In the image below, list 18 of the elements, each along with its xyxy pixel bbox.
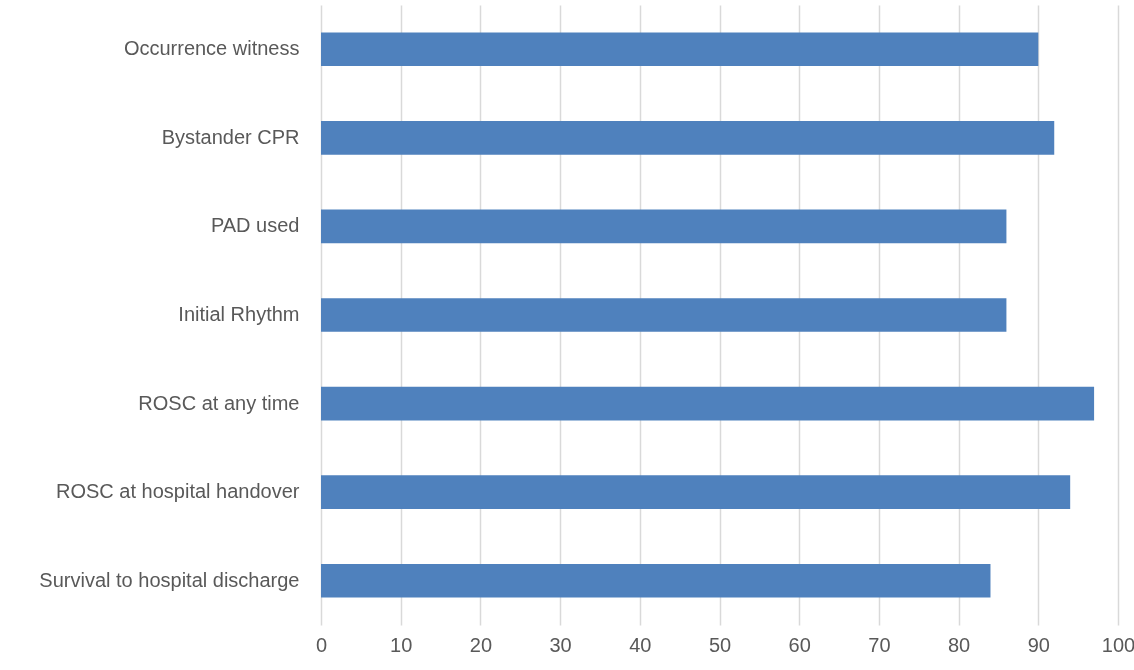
x-tick-label: 10 <box>390 633 413 656</box>
y-tick-label: Initial Rhythm <box>178 303 300 325</box>
x-tick-label: 80 <box>947 633 971 656</box>
y-tick-label: ROSC at any time <box>138 391 300 414</box>
y-tick-label: PAD used <box>210 214 300 237</box>
x-tick-label: 90 <box>1027 633 1050 656</box>
x-tick-label: 50 <box>708 633 732 656</box>
x-tick-label: 0 <box>315 633 328 656</box>
y-tick-label: ROSC at hospital handover <box>56 480 300 503</box>
y-tick-label: Bystander CPR <box>161 125 300 148</box>
y-tick-label: Occurrence witness <box>123 37 300 60</box>
x-tick-label: 20 <box>469 633 493 656</box>
x-tick-label: 30 <box>549 633 572 656</box>
x-tick-label: 60 <box>788 633 811 656</box>
x-tick-label: 70 <box>868 633 891 656</box>
x-tick-label: 40 <box>629 633 652 656</box>
x-tick-label: 100 <box>1101 633 1134 656</box>
y-tick-label: Survival to hospital discharge <box>39 568 300 591</box>
